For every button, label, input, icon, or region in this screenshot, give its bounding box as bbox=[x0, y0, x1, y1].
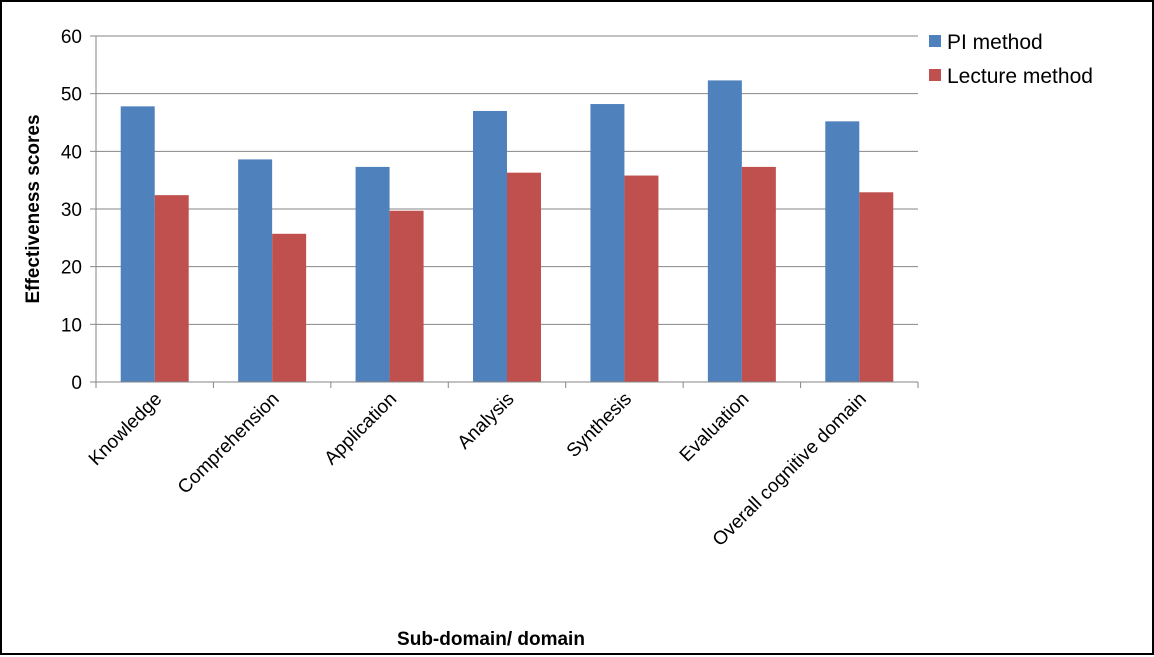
bar-pi-method bbox=[473, 110, 507, 382]
bar-lecture-method bbox=[154, 195, 189, 382]
y-tick-label: 40 bbox=[61, 142, 82, 163]
x-category-label: Synthesis bbox=[563, 389, 636, 462]
legend: PI method Lecture method bbox=[929, 31, 1093, 88]
axes bbox=[95, 36, 918, 383]
legend-label-lecture-method: Lecture method bbox=[947, 65, 1093, 88]
x-tick-labels: Knowledge Comprehension Application Analysi… bbox=[85, 389, 871, 551]
legend-swatch-pi-method bbox=[929, 35, 941, 47]
x-category-label: Evaluation bbox=[676, 389, 754, 467]
y-tick-label: 10 bbox=[61, 315, 82, 336]
x-category-label: Analysis bbox=[454, 389, 519, 454]
bar-pi-method bbox=[707, 80, 742, 383]
bar-pi-method bbox=[355, 166, 390, 382]
bar-pi-method bbox=[590, 104, 625, 383]
bar-pi-method bbox=[238, 159, 273, 382]
bars bbox=[95, 80, 919, 388]
y-tick-label: 60 bbox=[61, 27, 82, 48]
x-axis-title: Sub-domain/ domain bbox=[397, 629, 585, 650]
legend-label-pi-method: PI method bbox=[947, 31, 1043, 54]
bar-lecture-method bbox=[741, 166, 776, 382]
bar-pi-method bbox=[825, 121, 860, 382]
legend-swatch-lecture-method bbox=[929, 69, 941, 81]
bar-lecture-method bbox=[272, 233, 307, 382]
y-axis-title: Effectiveness scores bbox=[23, 114, 44, 303]
bar-lecture-method bbox=[624, 175, 659, 382]
y-tick-labels: 0 10 20 30 40 50 60 bbox=[61, 27, 82, 394]
x-category-label: Knowledge bbox=[85, 389, 166, 470]
bar-lecture-method bbox=[859, 192, 894, 382]
y-tick-label: 50 bbox=[61, 85, 82, 106]
x-category-label: Comprehension bbox=[174, 389, 284, 499]
y-tick-label: 30 bbox=[61, 200, 82, 221]
y-tick-label: 0 bbox=[71, 373, 82, 394]
x-category-label: Application bbox=[321, 389, 402, 470]
bar-lecture-method bbox=[507, 172, 541, 382]
bar-pi-method bbox=[120, 106, 155, 382]
y-tick-label: 20 bbox=[61, 258, 82, 279]
bar-lecture-method bbox=[389, 210, 424, 382]
